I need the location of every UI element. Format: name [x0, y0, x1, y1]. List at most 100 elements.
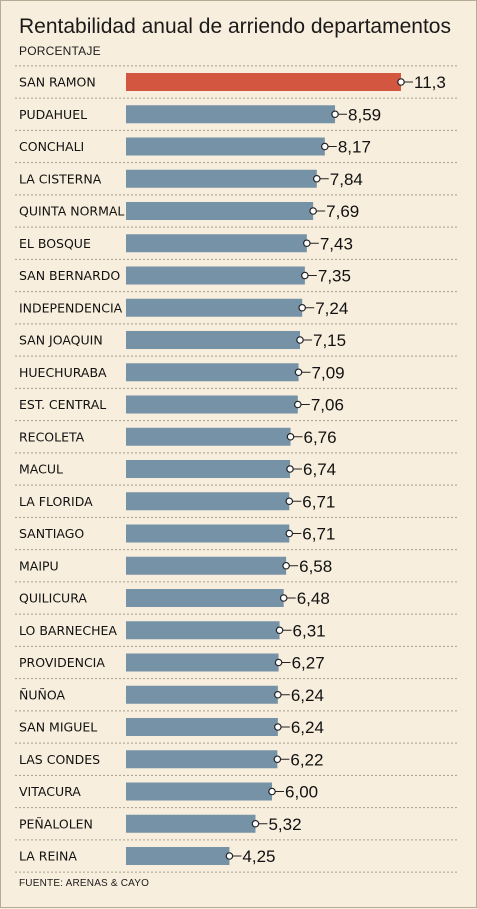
value-label: 11,3	[414, 73, 446, 92]
category-label: RECOLETA	[19, 429, 85, 444]
value-marker	[301, 271, 309, 280]
category-label: LAS CONDES	[19, 752, 100, 767]
value-label: 6,48	[297, 589, 330, 608]
value-label: 6,24	[291, 718, 324, 737]
value-label: 7,06	[311, 396, 344, 415]
category-label: ÑUÑOA	[19, 687, 65, 702]
category-label: EST. CENTRAL	[19, 397, 106, 412]
bar	[126, 653, 279, 672]
value-marker	[225, 852, 234, 860]
bar	[126, 105, 336, 124]
bar	[126, 814, 256, 833]
value-label: 8,17	[338, 138, 371, 157]
value-marker	[296, 336, 304, 344]
value-marker	[279, 594, 288, 602]
value-label: 6,24	[291, 686, 324, 705]
value-label: 7,35	[318, 267, 351, 286]
bar	[126, 685, 278, 704]
chart-title: Rentabilidad anual de arriendo departame…	[19, 15, 451, 38]
category-label: LA FLORIDA	[19, 494, 93, 509]
bar	[126, 524, 290, 543]
value-label: 7,15	[313, 331, 346, 350]
value-label: 6,00	[285, 783, 318, 802]
category-label: PUDAHUEL	[19, 107, 87, 122]
bar	[126, 73, 401, 91]
value-label: 7,09	[312, 363, 345, 382]
bar	[126, 556, 287, 575]
bar	[126, 137, 325, 156]
category-label: SAN BERNARDO	[19, 268, 120, 283]
category-label: LA CISTERNA	[19, 171, 102, 186]
bar	[126, 621, 280, 640]
value-marker	[285, 497, 294, 506]
value-marker	[331, 110, 339, 119]
chart-subtitle: PORCENTAJE	[19, 44, 101, 58]
category-label: CONCHALI	[19, 139, 84, 154]
category-label: LA REINA	[19, 849, 77, 864]
bar	[126, 492, 290, 511]
bar	[126, 169, 317, 188]
category-label: LO BARNECHEA	[19, 623, 117, 638]
value-marker	[274, 658, 283, 667]
value-label: 7,24	[315, 299, 348, 318]
value-marker	[397, 78, 405, 86]
category-label: QUINTA NORMAL	[19, 204, 124, 219]
value-label: 6,76	[304, 428, 337, 447]
value-label: 6,71	[302, 525, 335, 544]
value-label: 6,71	[302, 492, 335, 511]
category-label: SAN MIGUEL	[19, 720, 97, 735]
category-label: SAN RAMON	[19, 75, 96, 90]
category-label: VITACURA	[19, 784, 81, 799]
value-label: 6,74	[303, 460, 336, 479]
value-marker	[285, 529, 294, 538]
value-label: 7,84	[330, 170, 363, 189]
bar	[126, 589, 284, 607]
value-label: 6,31	[293, 621, 326, 640]
source-note: FUENTE: ARENAS & CAYO	[19, 878, 150, 889]
category-label: QUILICURA	[19, 591, 87, 606]
value-marker	[274, 723, 282, 731]
value-marker	[286, 432, 295, 441]
bar	[126, 460, 291, 478]
value-marker	[312, 174, 321, 183]
value-marker	[273, 755, 282, 764]
bar	[126, 847, 230, 865]
value-marker	[309, 207, 317, 215]
value-label: 6,27	[292, 654, 325, 673]
bar	[126, 427, 291, 446]
bar	[126, 266, 305, 285]
value-marker	[274, 690, 282, 699]
category-label: INDEPENDENCIA	[19, 300, 123, 315]
value-label: 7,69	[326, 202, 359, 221]
bar	[126, 202, 314, 220]
value-label: 6,58	[299, 557, 332, 576]
bar	[126, 331, 301, 349]
category-label: SAN JOAQUIN	[19, 333, 103, 348]
category-label: SANTIAGO	[19, 526, 84, 541]
category-label: EL BOSQUE	[19, 236, 91, 251]
value-marker	[294, 368, 303, 377]
bar	[126, 234, 307, 253]
category-label: MAIPU	[19, 558, 59, 573]
value-label: 4,25	[242, 847, 275, 866]
bar	[126, 718, 278, 736]
value-marker	[286, 465, 294, 473]
category-label: PROVIDENCIA	[19, 655, 105, 670]
bar	[126, 782, 273, 801]
value-marker	[282, 561, 290, 570]
value-label: 7,43	[320, 234, 353, 253]
bar	[126, 298, 303, 317]
bar	[126, 363, 299, 382]
bar	[126, 395, 298, 414]
bar	[126, 750, 278, 769]
value-label: 6,22	[290, 750, 323, 769]
value-marker	[321, 142, 329, 151]
value-label: 8,59	[348, 105, 381, 124]
value-marker	[294, 400, 302, 409]
value-label: 5,32	[268, 815, 301, 834]
value-marker	[251, 819, 260, 828]
value-marker	[268, 787, 276, 796]
value-marker	[275, 626, 284, 635]
